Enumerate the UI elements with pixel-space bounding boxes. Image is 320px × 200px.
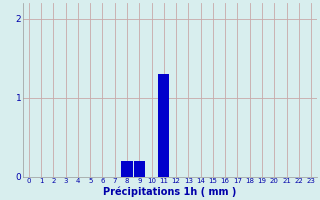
Bar bbox=[122, 161, 132, 177]
Bar bbox=[158, 74, 169, 177]
X-axis label: Précipitations 1h ( mm ): Précipitations 1h ( mm ) bbox=[103, 187, 237, 197]
Bar bbox=[134, 161, 145, 177]
